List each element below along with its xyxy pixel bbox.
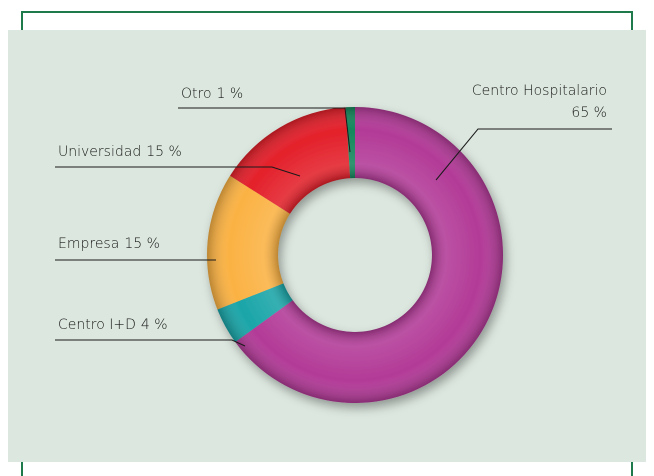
donut-shading	[207, 107, 503, 403]
slice-label: Centro I+D 4 %	[58, 317, 168, 333]
labels: Centro Hospitalario 65 % Centro I+D 4 % Empr…	[55, 83, 612, 347]
slice-label: Empresa 15 %	[58, 236, 160, 252]
slice-value: 4 %	[141, 317, 168, 333]
slice-value: 65 %	[571, 105, 607, 121]
slice-name: Universidad	[58, 144, 141, 160]
leader-line	[55, 166, 301, 177]
leader-line	[435, 128, 612, 181]
slice-name: Otro	[181, 86, 212, 102]
slice-label: Otro 1 %	[181, 86, 243, 102]
slice-value: 15 %	[124, 236, 160, 252]
slice-label: Centro Hospitalario 65 %	[472, 83, 607, 121]
donut	[207, 107, 503, 404]
slice-name: Centro I+D	[58, 317, 136, 333]
slice-name: Empresa	[58, 236, 119, 252]
leader-line	[178, 107, 351, 153]
slice-value: 1 %	[217, 86, 244, 102]
slice-label: Universidad 15 %	[58, 144, 182, 160]
slice-name: Centro Hospitalario	[472, 83, 607, 99]
slice-value: 15 %	[146, 144, 182, 160]
leader-line	[55, 339, 246, 347]
